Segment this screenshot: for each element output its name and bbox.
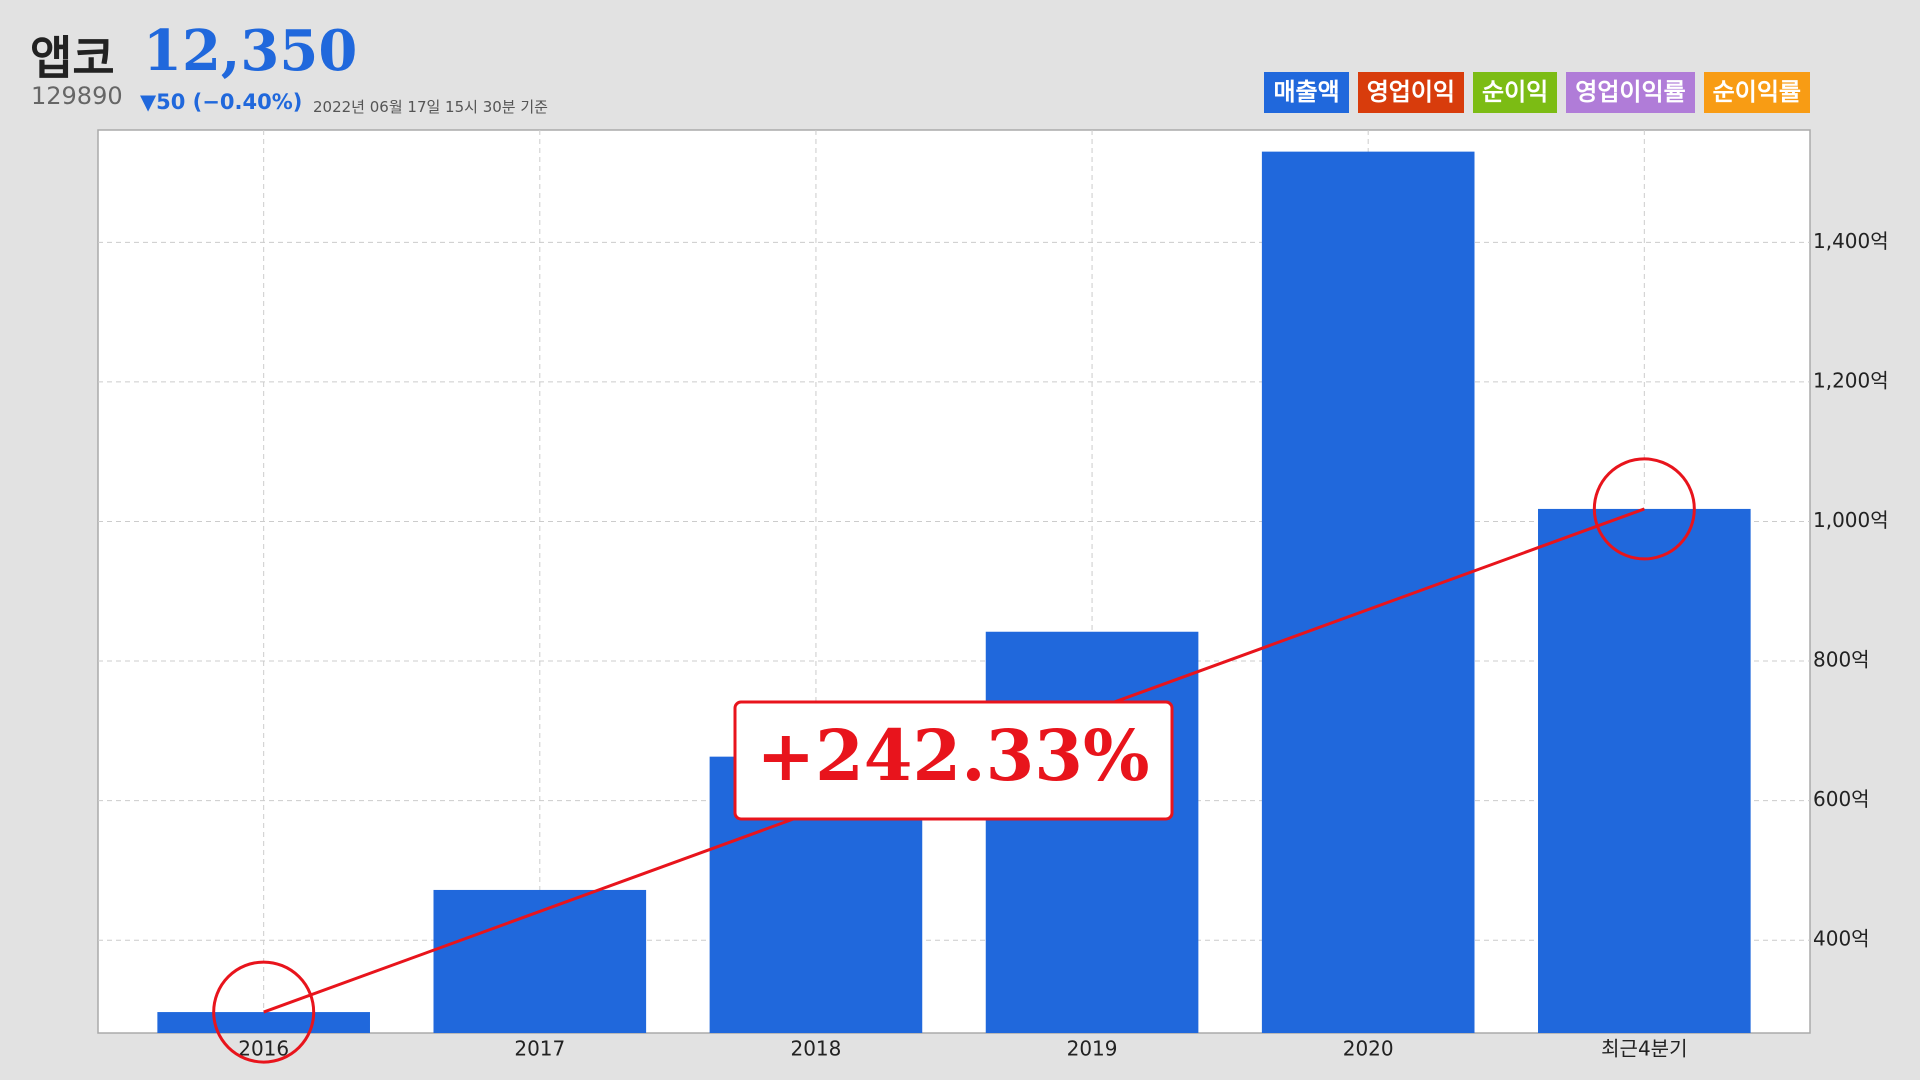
bar (1538, 508, 1751, 1033)
price-change: ▼50 (−0.40%) (140, 90, 303, 114)
annotation-circle (212, 960, 316, 1064)
timestamp: 2022년 06월 17일 15시 30분 기준 (313, 98, 548, 116)
y-tick-label: 600억 (1813, 787, 1870, 811)
annotation-circle (1592, 457, 1696, 561)
plot-area (97, 129, 1811, 1034)
y-tick-label: 1,400억 (1813, 229, 1889, 253)
stock-code: 129890 (31, 82, 123, 110)
annotation-box (733, 700, 1174, 821)
legend-item[interactable]: 순이익률 (1703, 72, 1810, 113)
bar (433, 889, 647, 1033)
company-name: 앱코 (30, 31, 115, 85)
bar (157, 1012, 370, 1033)
legend-item[interactable]: 순이익 (1473, 72, 1558, 113)
legend-item[interactable]: 영업이익 (1357, 72, 1465, 113)
legend: 매출액 영업이익 순이익 영업이익률 순이익률 (1264, 72, 1810, 113)
legend-item[interactable]: 영업이익률 (1566, 72, 1695, 113)
y-tick-label: 1,000억 (1813, 508, 1889, 532)
legend-item[interactable]: 매출액 (1264, 72, 1349, 113)
y-tick-label: 800억 (1813, 648, 1870, 672)
x-tick-label: 2019 (1067, 1037, 1118, 1061)
price: 12,350 (143, 18, 358, 84)
x-tick-label: 2020 (1343, 1037, 1394, 1061)
x-tick-label: 2016 (238, 1037, 289, 1061)
x-tick-label: 2018 (790, 1037, 841, 1061)
x-tick-label: 2017 (514, 1037, 565, 1061)
x-tick-label: 최근4분기 (1601, 1037, 1687, 1061)
y-tick-label: 1,200억 (1813, 368, 1889, 392)
y-tick-label: 400억 (1813, 927, 1870, 951)
annotation-label: +242.33% (756, 714, 1149, 797)
bar (985, 631, 1199, 1033)
bar (1261, 151, 1475, 1033)
